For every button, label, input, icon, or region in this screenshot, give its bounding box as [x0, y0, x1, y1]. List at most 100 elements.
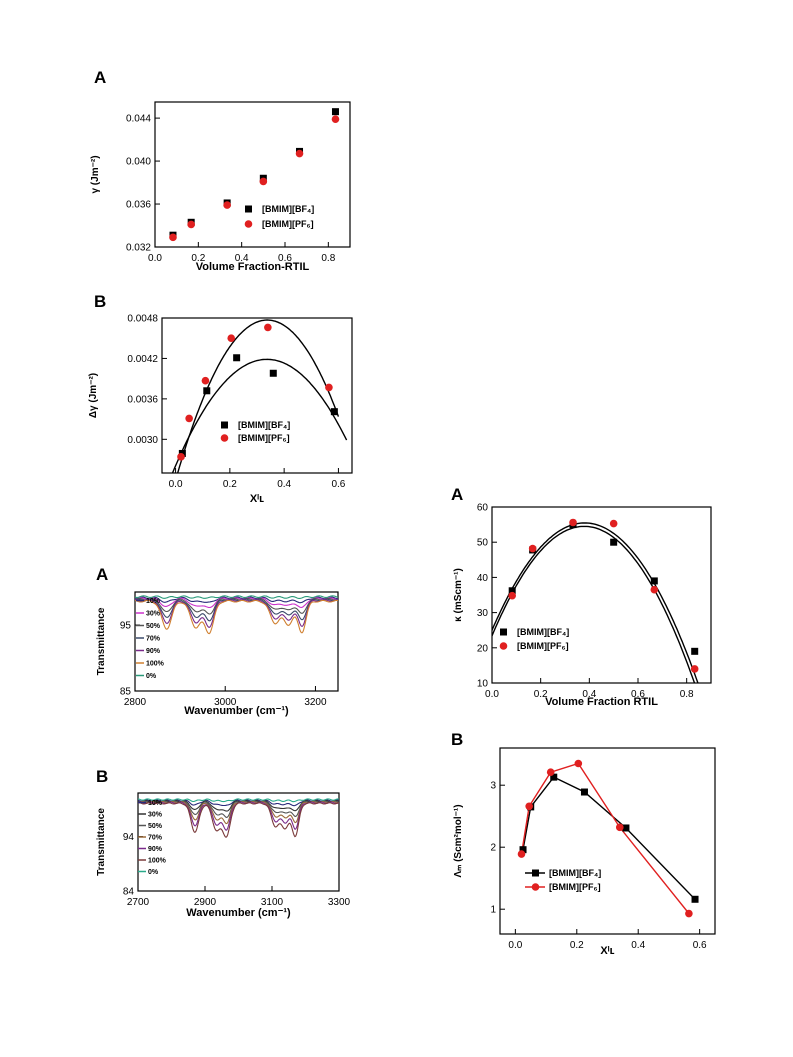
- legend-label: 100%: [148, 858, 167, 865]
- panel-letter: B: [94, 292, 107, 311]
- panel-letter: B: [96, 767, 109, 786]
- ir-spectra-chart-a: 2800 3000 3200 85 95 Wavenumber (cm⁻¹) Transmi…: [96, 591, 339, 717]
- y-tick-label: 85: [120, 687, 132, 698]
- plot-frame: [491, 506, 712, 684]
- y-tick-label: 40: [477, 573, 489, 584]
- x-axis-label: Volume Fraction-RTIL: [196, 261, 310, 273]
- legend-label: [BMIM][PF₆]: [262, 219, 314, 229]
- legend-marker-circle: [244, 220, 253, 228]
- data-point-circle: [615, 823, 624, 832]
- y-tick-label: 84: [123, 887, 135, 898]
- plot-frame: [161, 317, 353, 474]
- y-axis-label: κ (mScm⁻¹): [453, 568, 464, 622]
- x-tick-label: 0.2: [223, 479, 237, 490]
- legend-label: [BMIM][PF₆]: [517, 641, 569, 651]
- y-tick-label: 0.044: [126, 114, 151, 125]
- plot-frame: [134, 591, 339, 692]
- plot-frame: [499, 747, 716, 935]
- fit-curve: [492, 522, 699, 683]
- data-point-circle: [508, 591, 516, 600]
- data-point-square: [330, 408, 338, 416]
- y-tick-label: 1: [490, 905, 496, 916]
- y-tick-label: 60: [477, 503, 489, 514]
- y-tick-label: 0.0042: [127, 354, 158, 365]
- x-axis-label: Xᴵʟ: [250, 493, 264, 505]
- data-point-circle: [609, 519, 618, 528]
- legend-label: [BMIM][PF₆]: [549, 882, 601, 892]
- x-tick-label: 0.8: [321, 253, 335, 264]
- legend-label: 30%: [148, 812, 163, 819]
- spectrum-line-90pct: [135, 599, 338, 629]
- x-tick-label: 0.4: [277, 479, 291, 490]
- x-axis-label: Xᴵʟ: [600, 945, 614, 957]
- data-point-circle: [169, 233, 177, 242]
- x-tick-label: 0.6: [693, 940, 707, 951]
- fit-curve: [492, 525, 696, 683]
- spectrum-line-70pct: [135, 598, 338, 622]
- spectrum-line-100pct: [138, 802, 339, 838]
- panel-letter: B: [451, 730, 464, 749]
- y-tick-label: 30: [477, 608, 489, 619]
- x-tick-label: 3300: [328, 897, 351, 908]
- legend-marker-square: [500, 628, 507, 636]
- x-tick-label: 3200: [304, 697, 327, 708]
- data-point-circle: [574, 759, 583, 768]
- legend-label: 90%: [148, 846, 163, 853]
- x-axis-label: Wavenumber (cm⁻¹): [184, 705, 289, 717]
- data-point-circle: [546, 768, 555, 776]
- y-tick-label: 0.036: [126, 200, 151, 211]
- legend-label: 50%: [146, 623, 161, 630]
- legend-label: 50%: [148, 823, 163, 830]
- data-point-circle: [264, 323, 272, 332]
- y-tick-label: 0.0036: [127, 394, 158, 405]
- delta-gamma-chart: 0.0 0.2 0.4 0.6 0.0030 0.0036 0.0042 0.0048 Xᴵʟ Δ…: [88, 314, 353, 505]
- x-tick-label: 0.0: [508, 940, 522, 951]
- panel-letter: A: [94, 68, 107, 87]
- legend-label: 70%: [148, 835, 163, 842]
- plot-frame: [137, 792, 340, 892]
- data-point-square: [610, 538, 618, 546]
- y-tick-label: 2: [490, 843, 496, 854]
- legend-label: [BMIM][BF₄]: [262, 204, 314, 214]
- data-point-circle: [650, 585, 659, 594]
- legend-marker-circle: [531, 883, 540, 891]
- data-point-square: [691, 895, 699, 903]
- y-tick-label: 0.0030: [127, 435, 158, 446]
- molar-conductivity-chart: 0.0 0.2 0.4 0.6 1 2 3 Xᴵʟ Λₘ (Scm²mol⁻¹) [BMIM][B…: [453, 747, 716, 957]
- data-point-circle: [685, 909, 693, 918]
- data-point-circle: [517, 850, 526, 858]
- spectrum-line-70pct: [138, 801, 339, 825]
- data-point-circle: [177, 453, 185, 461]
- data-point-square: [331, 108, 339, 116]
- spectrum-line-0pct: [135, 595, 338, 599]
- panel-gamma-scatter: A 0.0 0.2 0.4 0.6 0.8 0.032 0.036 0.040 0.044 Vol…: [80, 62, 370, 287]
- x-tick-label: 0.4: [582, 689, 596, 700]
- y-axis-label: Transmittance: [96, 808, 107, 876]
- spectrum-line-0pct: [138, 798, 339, 803]
- data-point-circle: [325, 383, 333, 392]
- x-tick-label: 0.2: [191, 253, 205, 264]
- data-point-square: [691, 647, 699, 655]
- data-point-circle: [185, 414, 193, 423]
- data-point-circle: [690, 665, 699, 673]
- x-tick-label: 0.6: [278, 253, 292, 264]
- series-line: [522, 776, 696, 900]
- spectrum-line-90pct: [138, 801, 339, 831]
- y-tick-label: 3: [490, 781, 496, 792]
- data-point-square: [519, 846, 527, 854]
- ir-spectra-chart-b: 2700 2900 3100 3300 84 94 Wavenumber (cm⁻¹) Tra…: [96, 792, 351, 919]
- data-point-square: [203, 387, 211, 395]
- data-point-circle: [569, 518, 577, 527]
- x-tick-label: 0.4: [631, 940, 645, 951]
- y-tick-label: 95: [120, 621, 132, 632]
- data-point-circle: [528, 544, 537, 553]
- panel-letter: A: [96, 565, 109, 584]
- legend-marker-circle: [499, 642, 508, 650]
- data-point-circle: [331, 115, 340, 123]
- spectrum-line-50pct: [135, 597, 338, 615]
- data-point-circle: [223, 201, 231, 209]
- fit-curve: [176, 319, 340, 473]
- y-axis-label: Λₘ (Scm²mol⁻¹): [453, 804, 464, 877]
- data-point-square: [550, 773, 558, 781]
- x-tick-label: 0.2: [570, 940, 584, 951]
